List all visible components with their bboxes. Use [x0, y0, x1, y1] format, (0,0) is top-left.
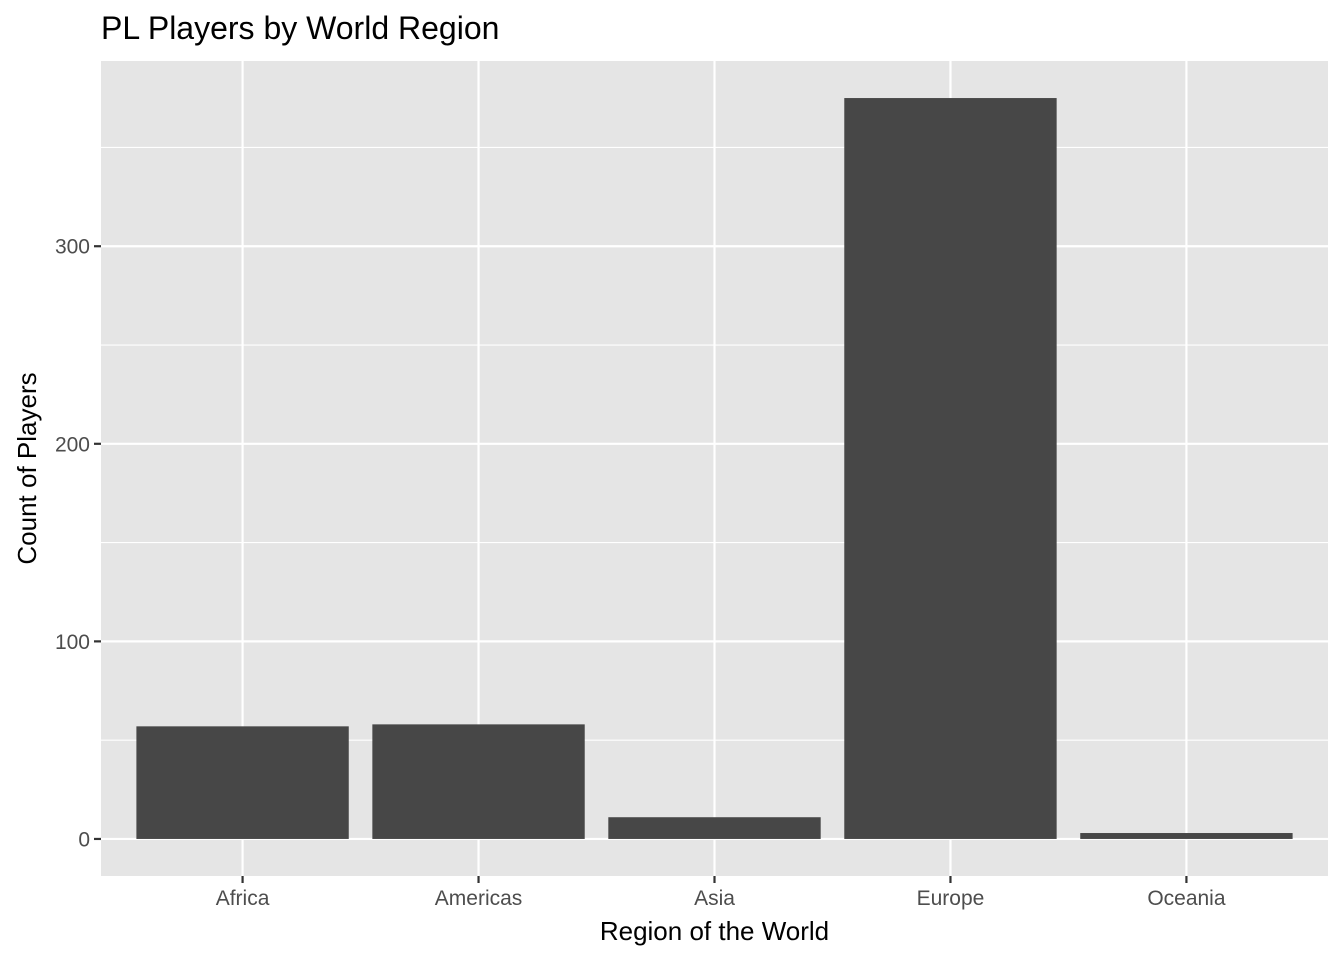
x-tick-label: Africa [216, 887, 270, 910]
y-tick-label: 300 [55, 236, 90, 259]
y-tick-label: 100 [55, 631, 90, 654]
x-tick-label: Oceania [1147, 887, 1226, 910]
y-tick-label: 0 [78, 828, 90, 851]
x-tick-label: Americas [435, 887, 523, 910]
bar-africa [136, 726, 349, 839]
bars [136, 98, 1293, 839]
y-tick-label: 200 [55, 433, 90, 456]
y-axis-title: Count of Players [12, 372, 42, 564]
bar-europe [844, 98, 1057, 839]
y-axis: 0 100 200 300 [55, 236, 101, 851]
bar-asia [608, 817, 821, 839]
bar-americas [372, 724, 585, 839]
x-tick-label: Asia [694, 887, 735, 910]
x-tick-label: Europe [917, 887, 985, 910]
chart-title: PL Players by World Region [101, 10, 499, 46]
x-axis: Africa Americas Asia Europe Oceania [216, 876, 1226, 910]
x-axis-title: Region of the World [600, 916, 829, 946]
bar-oceania [1080, 833, 1293, 839]
